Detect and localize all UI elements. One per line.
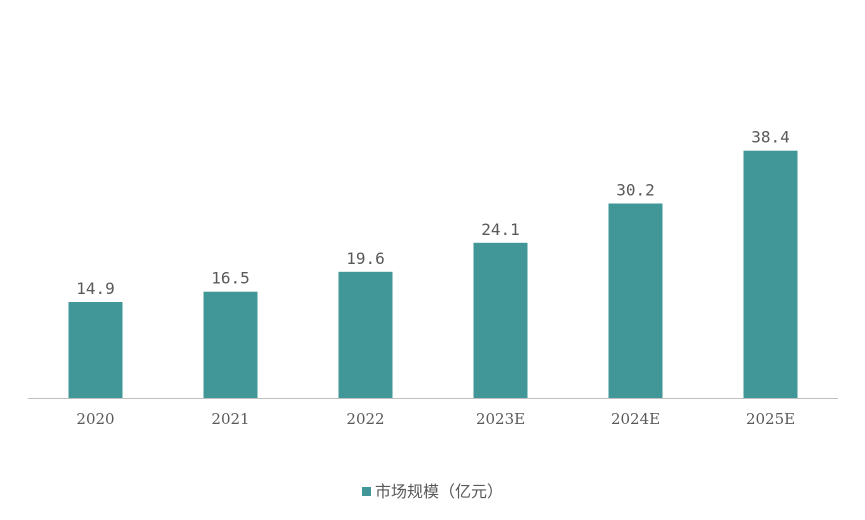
- data-label-2020: 14.9: [76, 279, 115, 298]
- legend: 市场规模（亿元）: [0, 478, 865, 502]
- data-label-2024E: 30.2: [616, 181, 655, 200]
- x-tick-label-2025E: 2025E: [746, 410, 795, 428]
- data-label-2025E: 38.4: [751, 128, 790, 147]
- bar-2020: [68, 302, 123, 398]
- legend-swatch: [361, 487, 371, 496]
- bar-2022: [338, 271, 393, 398]
- data-label-2021: 16.5: [211, 269, 250, 288]
- x-tick-label-2021: 2021: [211, 410, 249, 428]
- bar-2025E: [743, 150, 798, 398]
- bar-2024E: [608, 203, 663, 398]
- data-labels-group: 14.9 16.5 19.6 24.1 30.2 38.4: [76, 128, 790, 298]
- data-label-2023E: 24.1: [481, 220, 520, 239]
- legend-label: 市场规模（亿元）: [374, 482, 503, 501]
- bar-2023E: [473, 242, 528, 398]
- data-label-2022: 19.6: [346, 249, 385, 268]
- x-tick-label-2020: 2020: [76, 410, 114, 428]
- x-tick-label-2023E: 2023E: [476, 410, 525, 428]
- bar-2021: [203, 291, 258, 398]
- x-tick-label-2024E: 2024E: [611, 410, 660, 428]
- x-tick-label-2022: 2022: [346, 410, 384, 428]
- x-tick-labels-group: 2020 2021 2022 2023E 2024E 2025E: [76, 410, 795, 428]
- bars-group: [68, 150, 798, 398]
